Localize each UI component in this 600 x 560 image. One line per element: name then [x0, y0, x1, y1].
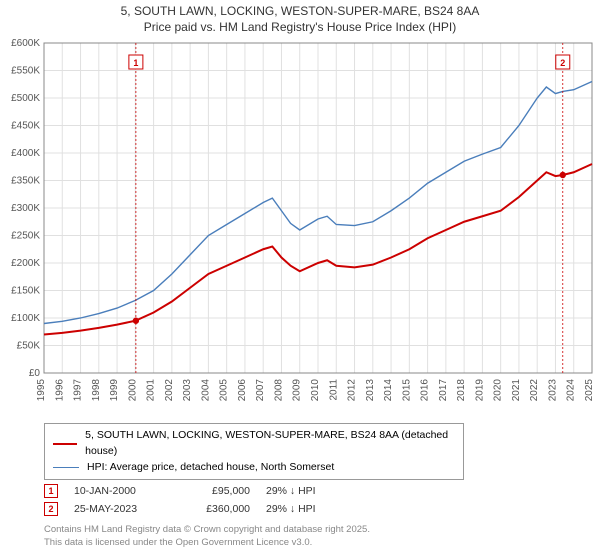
svg-text:2019: 2019 [474, 379, 485, 402]
svg-text:2006: 2006 [237, 379, 248, 402]
svg-text:£450K: £450K [11, 121, 40, 132]
footer-attribution: Contains HM Land Registry data © Crown c… [44, 524, 592, 549]
svg-text:£550K: £550K [11, 66, 40, 77]
svg-text:£300K: £300K [11, 203, 40, 214]
legend-row: HPI: Average price, detached house, Nort… [53, 460, 455, 476]
event-row: 1 10-JAN-2000 £95,000 29% ↓ HPI [44, 482, 592, 500]
svg-text:£600K: £600K [11, 38, 40, 49]
title-line2: Price paid vs. HM Land Registry's House … [8, 20, 592, 36]
svg-text:2016: 2016 [420, 379, 431, 402]
event-diff: 29% ↓ HPI [266, 485, 356, 497]
event-badge: 1 [44, 484, 58, 498]
event-badge: 2 [44, 502, 58, 516]
svg-text:2011: 2011 [328, 379, 339, 401]
event-diff: 29% ↓ HPI [266, 503, 356, 515]
event-date: 10-JAN-2000 [74, 485, 164, 497]
svg-text:2022: 2022 [529, 379, 540, 402]
svg-text:2018: 2018 [456, 379, 467, 402]
svg-text:2010: 2010 [310, 379, 321, 402]
svg-text:£50K: £50K [17, 341, 41, 352]
svg-text:£500K: £500K [11, 93, 40, 104]
svg-text:2009: 2009 [292, 379, 303, 402]
svg-text:2008: 2008 [273, 379, 284, 402]
legend-swatch [53, 467, 79, 468]
title-line1: 5, SOUTH LAWN, LOCKING, WESTON-SUPER-MAR… [8, 4, 592, 20]
chart-title: 5, SOUTH LAWN, LOCKING, WESTON-SUPER-MAR… [0, 0, 600, 37]
svg-text:2017: 2017 [438, 379, 449, 402]
legend-row: 5, SOUTH LAWN, LOCKING, WESTON-SUPER-MAR… [53, 428, 455, 460]
legend-label: 5, SOUTH LAWN, LOCKING, WESTON-SUPER-MAR… [85, 428, 455, 460]
svg-text:1996: 1996 [54, 379, 65, 402]
event-table: 1 10-JAN-2000 £95,000 29% ↓ HPI 2 25-MAY-2023… [44, 482, 592, 518]
legend-label: HPI: Average price, detached house, Nort… [87, 460, 334, 476]
svg-text:2001: 2001 [146, 379, 157, 402]
event-row: 2 25-MAY-2023 £360,000 29% ↓ HPI [44, 500, 592, 518]
svg-text:£400K: £400K [11, 148, 40, 159]
footer-line1: Contains HM Land Registry data © Crown c… [44, 524, 592, 536]
svg-text:£0: £0 [29, 368, 41, 379]
chart-area: £0 £50K £100K £150K £200K £250K £300K £350K £400… [0, 37, 600, 419]
svg-text:£250K: £250K [11, 231, 40, 242]
svg-text:2007: 2007 [255, 379, 266, 402]
svg-text:2023: 2023 [547, 379, 558, 402]
svg-text:2000: 2000 [127, 379, 138, 402]
svg-text:2024: 2024 [566, 379, 577, 402]
svg-text:£100K: £100K [11, 313, 40, 324]
event-date: 25-MAY-2023 [74, 503, 164, 515]
svg-text:2003: 2003 [182, 379, 193, 402]
svg-text:2013: 2013 [365, 379, 376, 402]
svg-text:1998: 1998 [91, 379, 102, 402]
svg-text:2012: 2012 [347, 379, 358, 402]
svg-text:1999: 1999 [109, 379, 120, 402]
svg-text:2005: 2005 [219, 379, 230, 402]
svg-text:2015: 2015 [401, 379, 412, 402]
svg-text:2021: 2021 [511, 379, 522, 402]
svg-text:1995: 1995 [36, 379, 47, 402]
legend-swatch [53, 443, 77, 445]
footer-line2: This data is licensed under the Open Gov… [44, 537, 592, 549]
svg-text:1: 1 [133, 58, 138, 68]
event-price: £95,000 [180, 485, 250, 497]
svg-text:£200K: £200K [11, 258, 40, 269]
svg-text:2: 2 [560, 58, 565, 68]
svg-text:2020: 2020 [493, 379, 504, 402]
svg-text:1997: 1997 [73, 379, 84, 402]
svg-text:£350K: £350K [11, 176, 40, 187]
svg-text:£150K: £150K [11, 286, 40, 297]
svg-text:2014: 2014 [383, 379, 394, 402]
svg-text:2002: 2002 [164, 379, 175, 402]
svg-text:2025: 2025 [584, 379, 595, 402]
event-price: £360,000 [180, 503, 250, 515]
legend: 5, SOUTH LAWN, LOCKING, WESTON-SUPER-MAR… [44, 423, 464, 480]
svg-text:2004: 2004 [200, 379, 211, 402]
chart-svg: £0 £50K £100K £150K £200K £250K £300K £350K £400… [0, 37, 600, 419]
